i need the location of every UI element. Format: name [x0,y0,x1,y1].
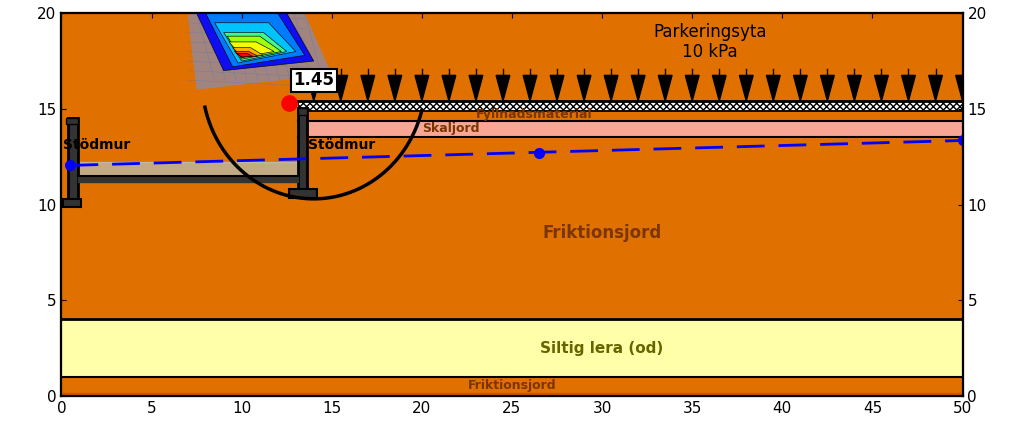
Text: Stödmur: Stödmur [63,138,130,152]
Polygon shape [206,13,305,67]
Bar [63,199,81,208]
Bar [68,117,78,199]
Polygon shape [215,23,296,63]
Text: Friktionsjord: Friktionsjord [468,379,556,392]
Polygon shape [848,75,861,101]
Polygon shape [307,75,321,101]
Polygon shape [334,75,347,101]
Polygon shape [223,32,287,61]
Polygon shape [388,75,401,101]
Polygon shape [902,75,915,101]
Text: Friktionsjord: Friktionsjord [543,224,662,242]
Polygon shape [794,75,807,101]
Polygon shape [658,75,672,101]
Polygon shape [767,75,780,101]
Polygon shape [929,75,942,101]
Polygon shape [523,75,537,101]
Polygon shape [685,75,699,101]
Polygon shape [232,48,263,57]
Text: Stödmur: Stödmur [308,138,376,152]
Polygon shape [237,53,253,57]
Polygon shape [604,75,617,101]
Polygon shape [234,51,258,57]
Polygon shape [298,101,963,110]
Polygon shape [469,75,482,101]
Polygon shape [197,13,313,70]
Text: Siltig lera (od): Siltig lera (od) [541,341,664,356]
Polygon shape [739,75,753,101]
Bar [66,117,78,124]
Polygon shape [550,75,564,101]
Polygon shape [227,36,282,59]
Text: Fyllnadsmaterial: Fyllnadsmaterial [476,108,593,121]
Text: Parkeringsyta
10 kPa: Parkeringsyta 10 kPa [653,22,767,61]
Polygon shape [632,75,645,101]
Bar [298,108,307,189]
Bar [298,108,307,115]
Polygon shape [713,75,726,101]
Polygon shape [229,42,274,57]
Bar [289,189,317,198]
Polygon shape [955,75,970,101]
Text: 1.45: 1.45 [293,71,334,89]
Text: Skaljord: Skaljord [422,122,479,136]
Polygon shape [820,75,835,101]
Polygon shape [578,75,591,101]
Polygon shape [497,75,510,101]
Polygon shape [415,75,429,101]
Polygon shape [187,13,332,90]
Polygon shape [361,75,375,101]
Polygon shape [442,75,456,101]
Polygon shape [874,75,888,101]
